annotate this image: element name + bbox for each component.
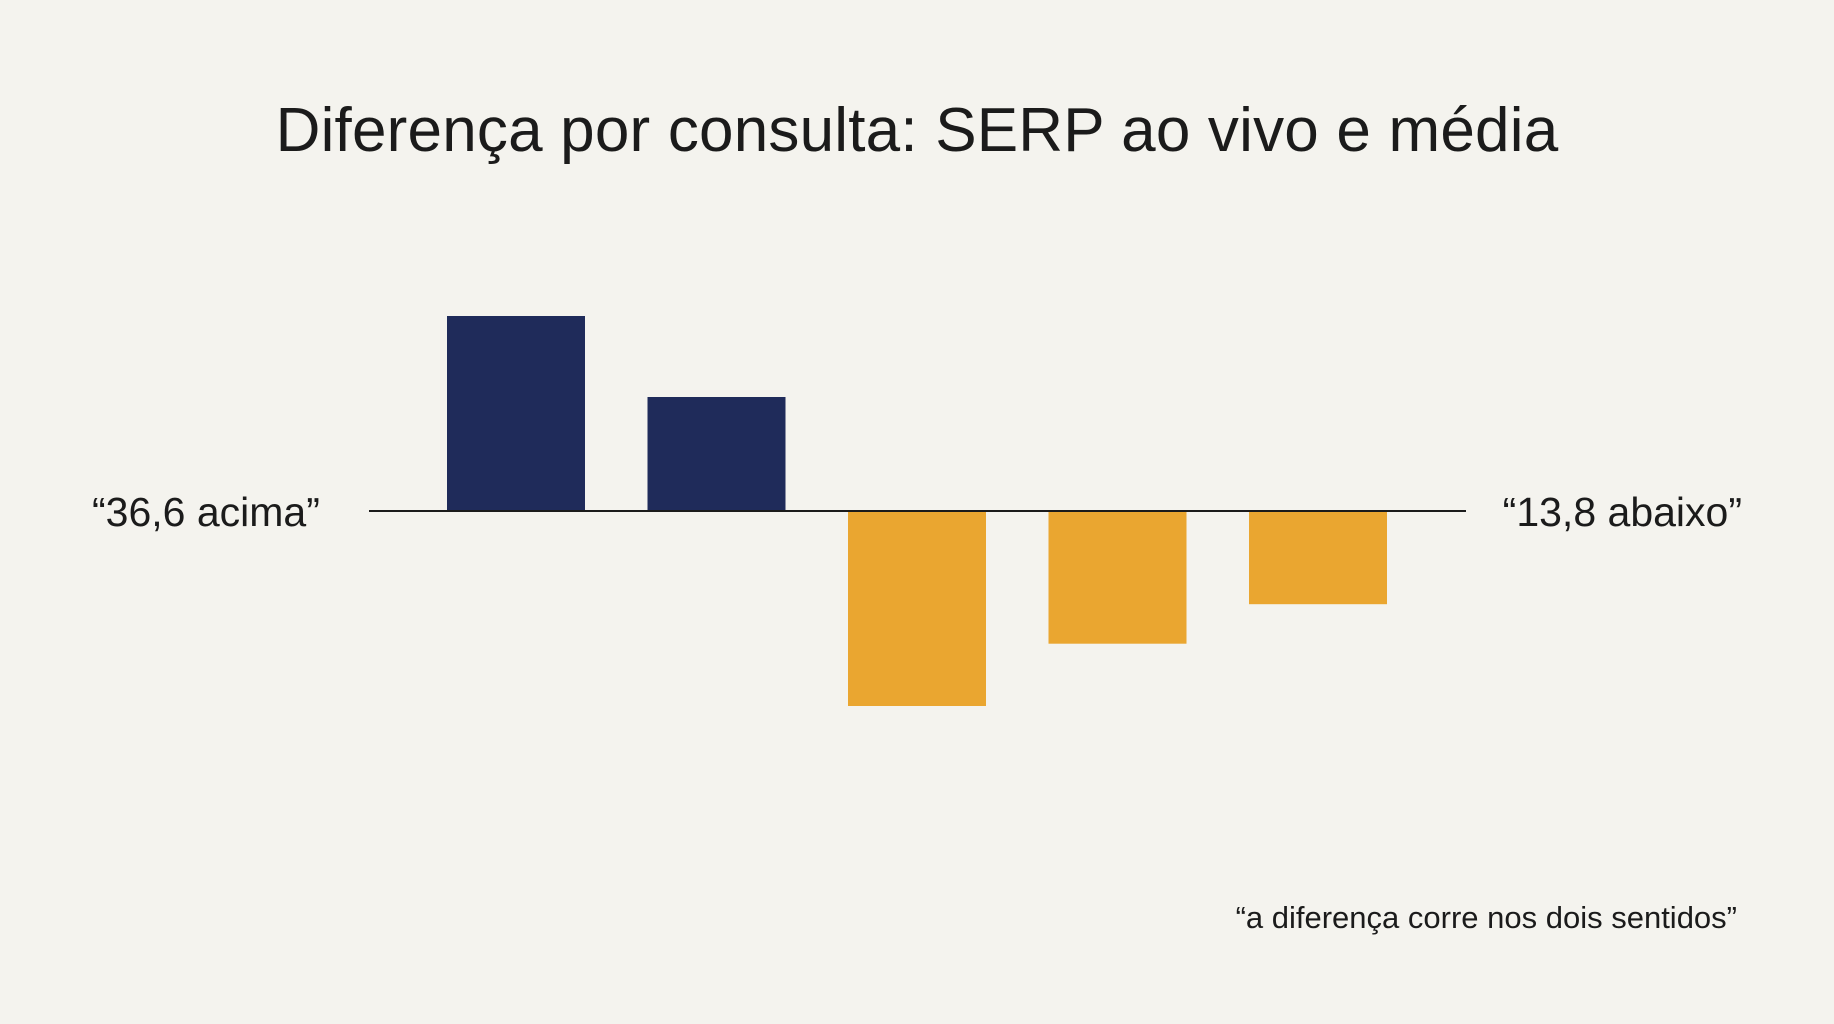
chart-title: Diferença por consulta: SERP ao vivo e m…: [275, 96, 1559, 165]
bar-negative: [848, 511, 986, 706]
bar-positive: [647, 397, 786, 511]
bar-positive: [447, 316, 585, 511]
right-annotation: “13,8 abaixo”: [1502, 489, 1742, 535]
bar-negative: [1249, 511, 1387, 605]
left-annotation: “36,6 acima”: [92, 489, 320, 535]
bar-negative: [1048, 511, 1187, 644]
footnote-annotation: “a diferença corre nos dois sentidos”: [1235, 900, 1737, 935]
